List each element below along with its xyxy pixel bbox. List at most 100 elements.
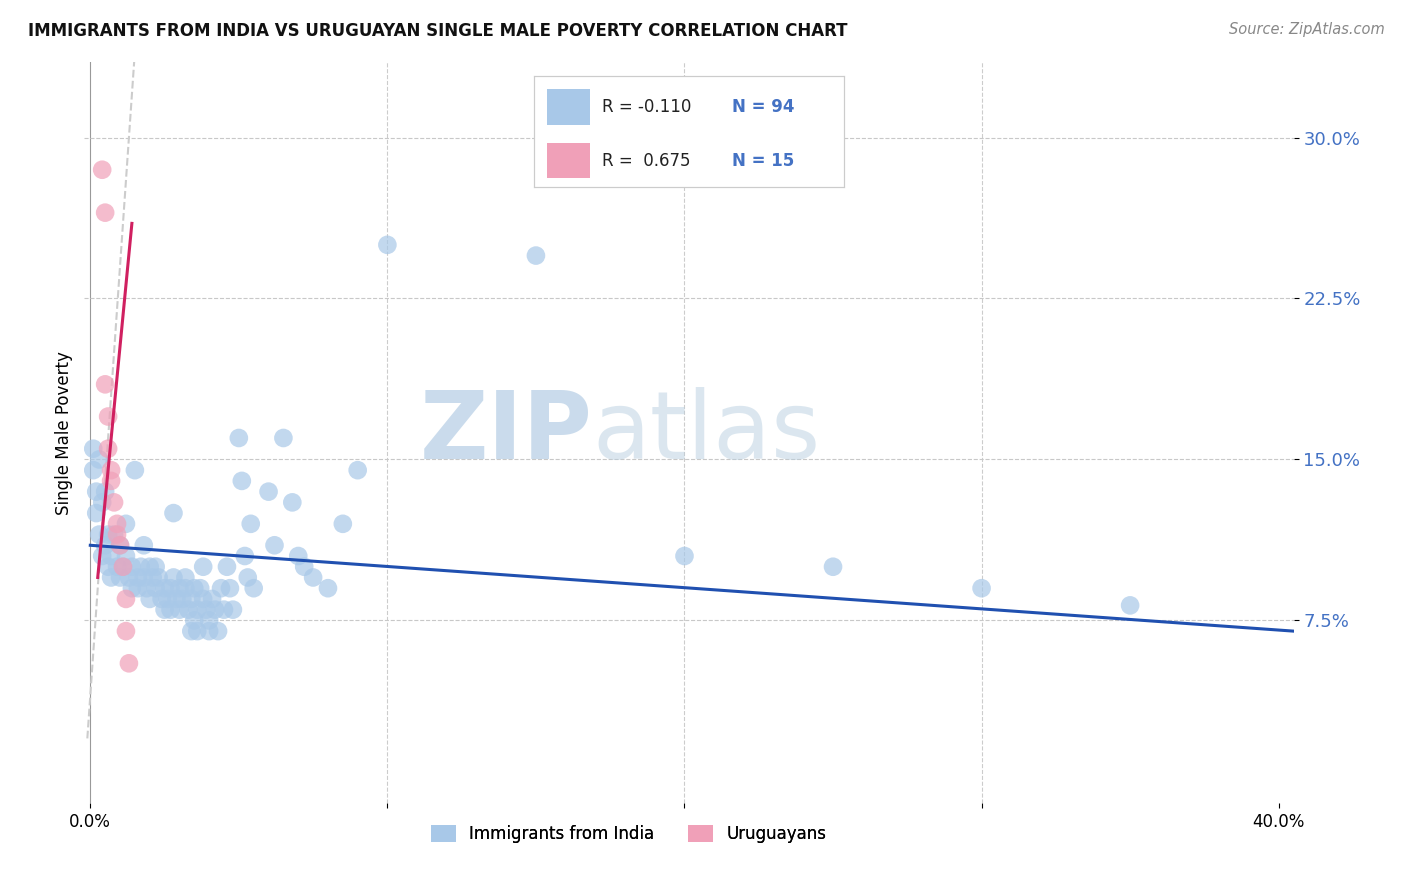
Point: [970, 581, 993, 595]
Point: [673, 549, 696, 563]
Point: [222, 602, 245, 616]
Point: [821, 559, 844, 574]
Point: [193, 559, 215, 574]
Point: [169, 581, 191, 595]
Point: [108, 570, 131, 584]
Point: [105, 559, 128, 574]
Point: [121, 581, 143, 595]
Point: [219, 581, 242, 595]
Point: [115, 591, 138, 606]
Point: [115, 624, 138, 639]
Point: [142, 570, 165, 584]
Point: [138, 559, 160, 574]
Point: [183, 581, 205, 595]
Point: [148, 570, 170, 584]
Point: [273, 431, 295, 445]
Point: [132, 570, 155, 584]
Point: [215, 559, 238, 574]
Point: [162, 570, 184, 584]
Point: [228, 431, 250, 445]
Legend: Immigrants from India, Uruguayans: Immigrants from India, Uruguayans: [425, 819, 832, 850]
Point: [84, 506, 107, 520]
Point: [124, 463, 146, 477]
Point: [103, 527, 125, 541]
Point: [174, 570, 197, 584]
Point: [231, 474, 253, 488]
Point: [316, 581, 339, 595]
Point: [118, 657, 141, 671]
Point: [94, 538, 117, 552]
Point: [332, 516, 354, 531]
Text: N = 94: N = 94: [733, 98, 794, 116]
Point: [91, 162, 114, 177]
Point: [204, 602, 226, 616]
Point: [153, 602, 176, 616]
Point: [180, 624, 202, 639]
Point: [121, 559, 143, 574]
FancyBboxPatch shape: [547, 143, 591, 178]
Point: [177, 602, 200, 616]
Point: [193, 591, 215, 606]
Point: [145, 581, 167, 595]
Point: [82, 442, 104, 456]
Text: IMMIGRANTS FROM INDIA VS URUGUAYAN SINGLE MALE POVERTY CORRELATION CHART: IMMIGRANTS FROM INDIA VS URUGUAYAN SINGL…: [28, 22, 848, 40]
FancyBboxPatch shape: [547, 89, 591, 125]
Point: [108, 538, 131, 552]
Point: [188, 581, 211, 595]
Point: [111, 559, 134, 574]
Point: [287, 549, 309, 563]
Point: [94, 484, 117, 499]
Point: [105, 527, 128, 541]
Point: [172, 591, 194, 606]
Point: [257, 484, 280, 499]
Point: [302, 570, 325, 584]
Point: [100, 570, 122, 584]
Point: [135, 581, 157, 595]
Point: [281, 495, 304, 509]
Point: [100, 463, 122, 477]
Text: atlas: atlas: [592, 386, 821, 479]
Point: [180, 591, 202, 606]
Point: [159, 602, 181, 616]
Point: [103, 495, 125, 509]
Text: R = -0.110: R = -0.110: [602, 98, 692, 116]
Point: [91, 495, 114, 509]
Point: [186, 624, 208, 639]
Point: [1119, 599, 1142, 613]
Point: [115, 516, 138, 531]
Point: [115, 549, 138, 563]
Point: [524, 249, 547, 263]
Point: [195, 602, 218, 616]
Text: Source: ZipAtlas.com: Source: ZipAtlas.com: [1229, 22, 1385, 37]
Point: [162, 506, 184, 520]
Point: [159, 581, 181, 595]
Point: [132, 538, 155, 552]
Point: [236, 570, 259, 584]
Point: [156, 591, 179, 606]
Point: [198, 624, 221, 639]
Point: [82, 463, 104, 477]
Point: [97, 442, 120, 456]
Point: [212, 602, 235, 616]
Point: [91, 549, 114, 563]
Point: [346, 463, 368, 477]
Point: [183, 614, 205, 628]
Point: [201, 591, 224, 606]
Point: [239, 516, 262, 531]
Point: [97, 527, 120, 541]
Point: [209, 581, 232, 595]
Point: [100, 474, 122, 488]
Point: [84, 484, 107, 499]
Point: [89, 452, 111, 467]
Point: [145, 559, 167, 574]
Text: ZIP: ZIP: [419, 386, 592, 479]
Point: [169, 602, 191, 616]
Point: [108, 538, 131, 552]
Point: [166, 591, 188, 606]
Point: [186, 602, 208, 616]
Point: [242, 581, 264, 595]
Point: [105, 516, 128, 531]
Point: [118, 570, 141, 584]
Point: [97, 409, 120, 424]
Text: R =  0.675: R = 0.675: [602, 152, 690, 169]
